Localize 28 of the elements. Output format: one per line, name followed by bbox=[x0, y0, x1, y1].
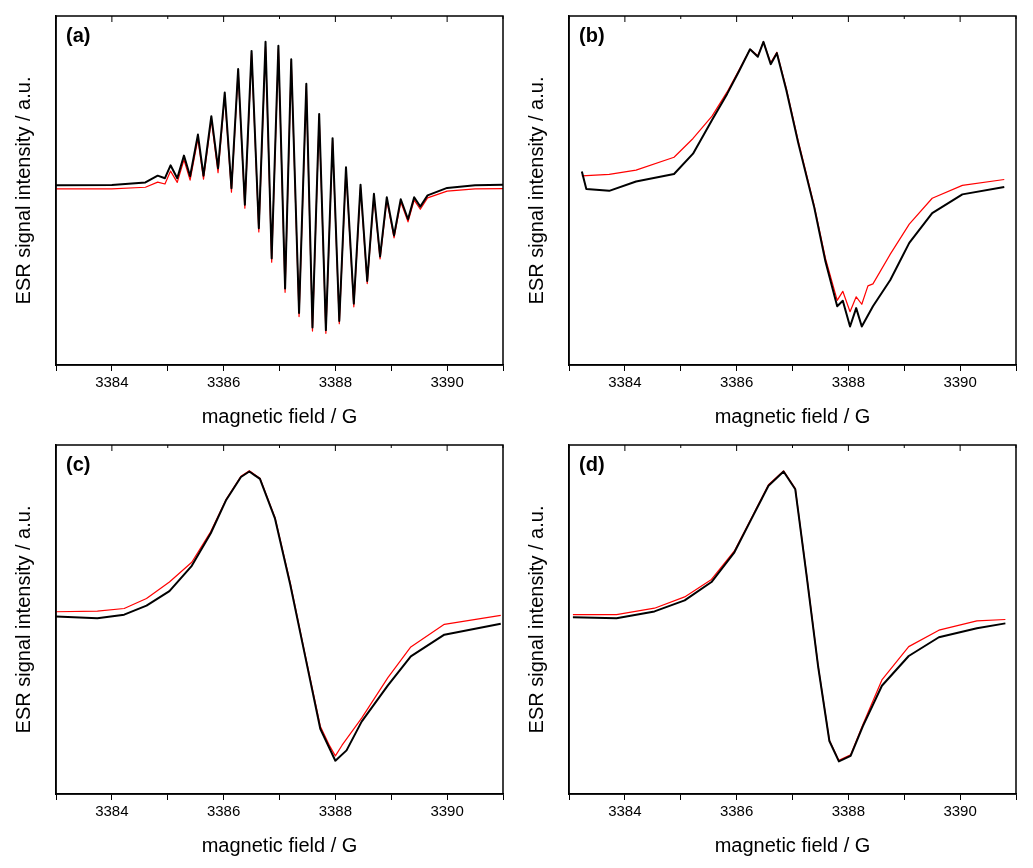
x-tick-label: 3386 bbox=[206, 802, 241, 820]
x-tick-label: 3390 bbox=[943, 373, 977, 391]
x-axis-title: magnetic field / G bbox=[201, 833, 358, 856]
y-axis-title: ESR signal intensity / a.u. bbox=[524, 76, 547, 305]
x-tick-label: 3390 bbox=[430, 373, 464, 391]
x-tick-label: 3388 bbox=[318, 373, 353, 391]
x-tick-label: 3386 bbox=[719, 802, 754, 820]
y-axis-title: ESR signal intensity / a.u. bbox=[11, 505, 34, 734]
x-tick-label: 3390 bbox=[943, 802, 977, 820]
x-tick-label: 3388 bbox=[831, 373, 866, 391]
x-tick-label: 3384 bbox=[608, 802, 642, 820]
x-axis-title: magnetic field / G bbox=[714, 833, 871, 856]
annotation: (a) bbox=[66, 23, 91, 46]
y-axis-title: ESR signal intensity / a.u. bbox=[11, 76, 34, 305]
x-tick-label: 3388 bbox=[318, 802, 353, 820]
x-tick-label: 3384 bbox=[608, 373, 642, 391]
x-tick-label: 3384 bbox=[95, 802, 129, 820]
x-tick-label: 3384 bbox=[95, 373, 129, 391]
annotation: (b) bbox=[579, 23, 605, 46]
annotation: (d) bbox=[579, 452, 605, 475]
y-axis-title: ESR signal intensity / a.u. bbox=[524, 505, 547, 734]
x-tick-label: 3388 bbox=[831, 802, 866, 820]
x-tick-label: 3386 bbox=[719, 373, 754, 391]
annotation: (c) bbox=[66, 452, 91, 475]
x-tick-label: 3386 bbox=[206, 373, 241, 391]
x-axis-title: magnetic field / G bbox=[714, 404, 871, 427]
x-tick-label: 3390 bbox=[430, 802, 464, 820]
x-axis-title: magnetic field / G bbox=[201, 404, 358, 427]
